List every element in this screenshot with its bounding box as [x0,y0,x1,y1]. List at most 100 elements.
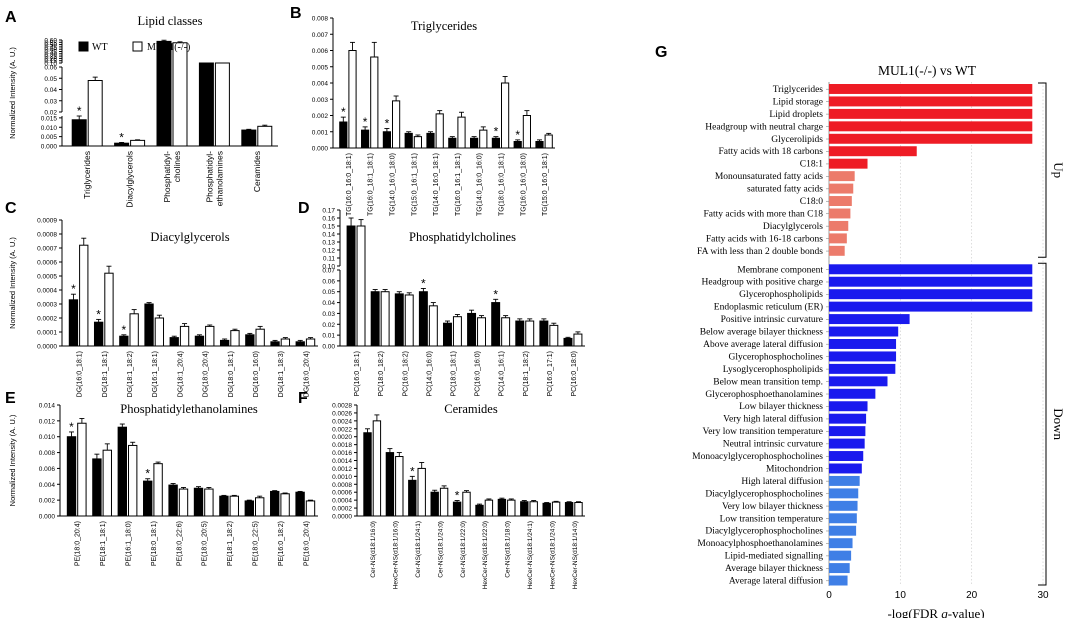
panel-b: BTriglycerides0.0000.0010.0020.0030.0040… [290,5,555,216]
enrichment-bar [829,426,866,437]
bar-wt [169,337,179,347]
y-axis: 0.000 0.001 0.002 0.003 0.004 0.005 0.006 0.007… [312,16,334,153]
category-label: HexCer-NS(d18:1/14:0) [572,521,579,589]
y-tick-label: 0.0002 [37,316,57,323]
term-label: Diacylglycerophosphocholines [705,489,823,499]
y-tick-label: 0.0026 [332,410,352,417]
panel-label-a: A [5,9,17,26]
bar-wt [219,339,230,347]
y-tick-label: 0.0009 [37,218,57,225]
bar-wt [295,491,305,517]
y-tick-label: 0.60 [44,38,57,45]
bar-mul1 [574,502,583,517]
bar-mul1 [255,497,265,517]
bar-wt [513,141,522,149]
x-axis-label: -log(FDR q-value) [887,606,984,618]
term-label: Above average lateral diffusion [703,339,823,350]
enrichment-bar [829,500,858,511]
bar-wt [270,490,280,517]
term-label: Fatty acids with 18 carbons [719,147,824,157]
category-label: PC(18:1_18:2) [523,351,530,397]
panel-title: MUL1(-/-) vs WT [878,63,977,78]
y-tick-label: 0.006 [39,466,56,473]
significance-star: * [363,115,368,129]
category-label: HexCer-NS(d18:1/22:0) [482,521,489,589]
term-label: Diacylglycerophosphocholines [705,527,823,537]
term-label: Diacylglycerols [763,222,823,232]
bar-mul1 [462,491,471,517]
bar-wt [404,132,413,149]
bar-mul1 [372,420,382,517]
term-label: Below mean transition temp. [713,377,823,387]
enrichment-bar [829,276,1033,287]
bar-wt [244,500,254,517]
enrichment-bar [829,245,845,256]
y-tick-label: 0.07 [322,268,335,275]
term-label: Glycerophosphocholines [729,352,824,362]
category-label: DG(18:1_18:3) [278,351,285,397]
panel-title: Phosphatidylethanolamines [120,402,258,416]
y-tick-label: 0.25 [44,54,57,61]
category-label: Phosphatidyl- [204,151,214,203]
enrichment-bar [829,438,865,449]
y-tick-label: 0.0000 [332,514,352,521]
category-label: TG(15:0_16:1_18:1) [411,153,418,216]
y-tick-label: 0.05 [322,289,335,296]
category-label: PC(14:0_16:0) [426,351,433,397]
significance-star: * [122,323,127,337]
y-tick-label: 0.06 [44,65,57,72]
significance-star: * [96,307,101,321]
enrichment-bar [829,146,917,157]
category-label: DG(16:1_18:1) [152,351,159,397]
category-label: PC(16:0_18:0) [571,351,578,397]
y-tick-label: 0.00 [322,344,335,351]
term-label: C18:1 [800,160,823,170]
enrichment-bar [829,475,860,486]
category-label: PE(16:0_20:4) [303,521,310,566]
bar-mul1 [428,305,438,347]
enrichment-bar [829,488,859,499]
bar-mul1 [129,313,139,347]
bar-wt [117,426,127,517]
category-label: PE(18:1_18:2) [227,521,234,566]
x-tick-label: 0 [826,590,832,601]
y-tick-label: 0.45 [44,44,57,51]
bar-wt [93,321,104,347]
category-label: TG(16:0_16:0_18:0) [520,153,527,216]
y-tick-label: 0.01 [322,333,335,340]
y-tick-label: 0.0010 [332,474,352,481]
bar-mul1 [104,272,114,347]
y-tick-label: 0.0016 [332,450,352,457]
bar-wt [430,491,439,517]
category-label: PC(16:0_16:0) [475,351,482,397]
y-tick-label: 0.002 [312,113,329,120]
category-label: DG(16:0_16:0) [253,351,260,397]
bar-wt [68,299,79,347]
category-label: DG(18:1_20:4) [177,351,184,397]
category-label: Cer-NS(d18:1/16:0) [370,521,377,578]
y-tick-label: 0.0003 [37,302,57,309]
enrichment-bar [829,301,1033,312]
y-tick-label: 0.10 [322,264,335,271]
bar-wt [295,341,305,347]
y-tick-label: 0.0024 [332,418,352,425]
bar-mul1 [549,324,559,347]
bar-mul1 [79,244,89,347]
category-label: PE(18:0_20:5) [202,521,209,566]
enrichment-bar [829,376,888,387]
y-axis-label: Normalized Intensity (A. U.) [8,414,17,506]
enrichment-bar [829,413,867,424]
y-tick-label: 0.014 [39,403,56,410]
bar-mul1 [370,56,379,149]
bar-mul1 [280,493,290,517]
term-label: Fatty acids with more than C18 [703,209,823,219]
bar-wt [418,291,428,347]
category-label: PC(16:0_17:1) [547,351,554,397]
category-label: Diacylglycerols [125,151,135,208]
enrichment-bar [829,289,1033,300]
y-tick-label: 0.000 [39,514,56,521]
y-tick-label: 0.004 [312,81,329,88]
y-tick-label: 0.004 [39,482,56,489]
bar-mul1 [205,325,215,347]
term-label: Glycerophospholipids [739,290,823,300]
